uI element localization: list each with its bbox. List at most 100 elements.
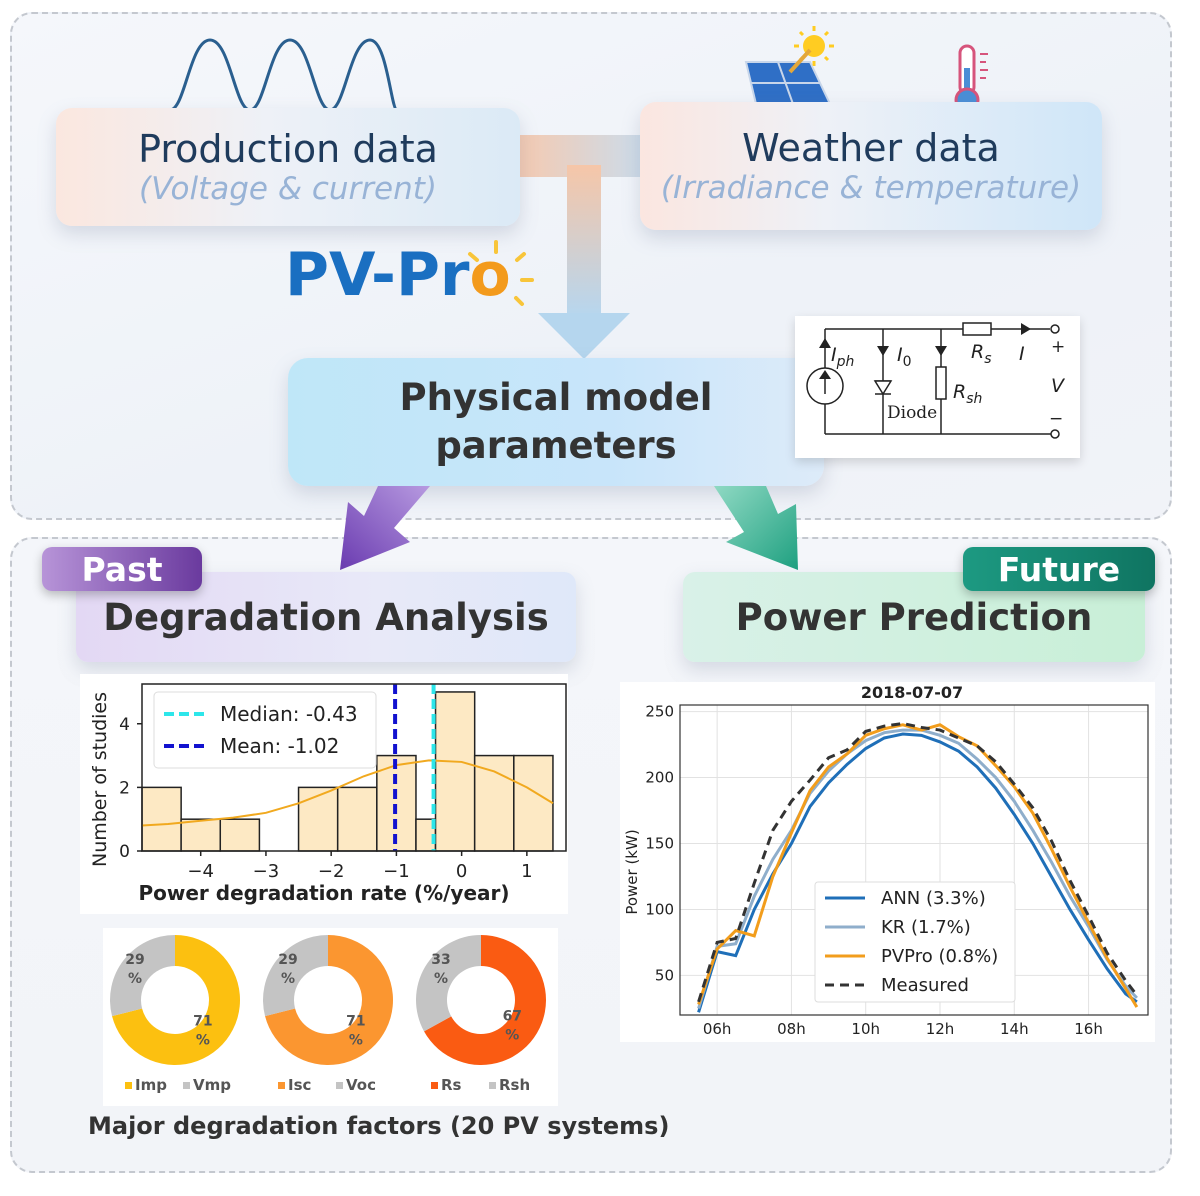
donut-pct-label: 67 [503,1008,522,1024]
y-tick-label: 2 [119,778,130,798]
donut-pct-label: 71 [346,1013,365,1029]
y-tick-label: 250 [645,703,674,721]
donut-pct-label: % [196,1032,210,1048]
sun-rays-icon [468,240,534,306]
circuit-diagram: Iph I0 Rs I V Rsh + − Diode [795,316,1080,458]
rsh-label: R [953,381,966,403]
donut-pct-label: 33 [431,952,450,968]
donut-segment [265,935,394,1065]
donut-legend-swatch [336,1082,343,1089]
x-tick-label: 16h [1074,1020,1103,1038]
minus-label: − [1049,409,1063,429]
logo-sun-text: o [469,240,511,310]
x-tick-label: 14h [1000,1020,1029,1038]
histogram-bar [376,754,417,852]
i0-sub: 0 [903,354,912,370]
y-tick-label: 50 [655,966,674,984]
legend-label: Mean: -1.02 [220,734,339,758]
plus-label: + [1051,337,1065,357]
rs-label: R [971,341,984,363]
past-tag: Past [42,547,202,591]
pv-pro-logo: PV-Pro [285,240,511,310]
production-subtitle: (Voltage & current) [139,171,437,207]
legend-label: KR (1.7%) [881,917,971,938]
donut-pct-label: 29 [278,952,297,968]
histogram-bar [473,754,515,852]
donut-legend-label: Isc [288,1076,311,1094]
donut-legend-label: Vmp [193,1076,231,1094]
donut-segment [416,935,481,1032]
diode-label: Diode [887,403,937,423]
y-tick-label: 100 [645,900,674,918]
donut-pct-label: % [434,971,448,987]
svg-text:Rsh: Rsh [953,381,982,407]
donut-caption: Major degradation factors (20 PV systems… [88,1112,670,1140]
x-tick-label: −2 [318,861,345,882]
donut-pct-label: % [128,971,142,987]
iph-label: I [831,344,837,366]
donut-legend-label: Rsh [499,1076,530,1094]
power-prediction-chart: 06h 08h 10h 12h 14h 16h 50 100 150 200 250 2018-07-… [620,682,1155,1042]
donut-legend-swatch [431,1082,438,1089]
donut-legend-swatch [125,1082,132,1089]
future-arrow [714,486,798,570]
series-line [697,721,1139,1003]
chart-title: 2018-07-07 [861,683,963,702]
i0-label: I [897,344,903,366]
histogram-bar [141,786,182,852]
donut-pct-label: 71 [193,1013,212,1029]
weather-data-box: Weather data (Irradiance & temperature) [640,102,1102,230]
donut-pct-label: % [505,1027,519,1043]
production-title: Production data [138,127,438,171]
legend-label: Measured [881,975,969,996]
model-line-2: parameters [435,424,677,467]
donut-pct-label: % [349,1032,363,1048]
svg-text:I0: I0 [897,344,912,370]
plot-frame [679,704,1149,1016]
degradation-analysis-box: Degradation Analysis [76,572,576,662]
solar-panel-icon [744,26,834,105]
histogram-bar [336,786,378,852]
svg-text:Iph: Iph [831,344,854,370]
x-tick-label: 08h [777,1020,806,1038]
y-tick-label: 150 [645,835,674,853]
histogram-bar [219,818,261,852]
donut-segment [424,935,546,1065]
x-tick-label: 0 [456,861,467,882]
past-arrow [340,486,430,570]
donut-legend-swatch [183,1082,190,1089]
current-label: I [1019,343,1025,365]
prediction-title: Power Prediction [735,595,1093,639]
kde-curve [141,759,554,827]
degradation-histogram: −4 −3 −2 −1 0 1 0 2 4 Power degradation rate (%/y… [80,674,568,914]
histogram-bar [513,754,554,852]
degradation-factors-donuts: 71% 29% Imp Vmp 71% 29% Isc Voc 67% 33% Rs Rsh [103,928,558,1106]
x-tick-label: −3 [253,861,280,882]
waveform-icon [169,38,399,112]
plot-frame [141,683,567,852]
iph-sub: ph [836,354,855,370]
donut-legend-label: Imp [135,1076,167,1094]
rsh-sub: sh [966,391,982,407]
donut-legend-swatch [278,1082,285,1089]
svg-text:Rs: Rs [971,341,992,367]
donut-legend-label: Voc [346,1076,376,1094]
line-legend [814,881,1016,1003]
donut-pct-label: % [281,971,295,987]
histogram-bar [180,818,222,852]
future-tag: Future [963,547,1155,591]
y-tick-label: 0 [119,842,130,862]
production-data-box: Production data (Voltage & current) [56,108,520,226]
series-line [697,723,1139,1008]
donut-legend-swatch [489,1082,496,1089]
x-tick-label: −1 [383,861,410,882]
donut-pct-label: 29 [125,952,144,968]
legend-label: PVPro (0.8%) [881,946,998,967]
x-tick-label: 1 [521,861,532,882]
y-tick-label: 4 [119,715,130,735]
histogram-bar [434,691,476,852]
legend-label: ANN (3.3%) [881,888,986,909]
voltage-label: V [1051,375,1066,397]
x-tick-label: 10h [851,1020,880,1038]
logo-text: PV-Pr [285,240,470,310]
